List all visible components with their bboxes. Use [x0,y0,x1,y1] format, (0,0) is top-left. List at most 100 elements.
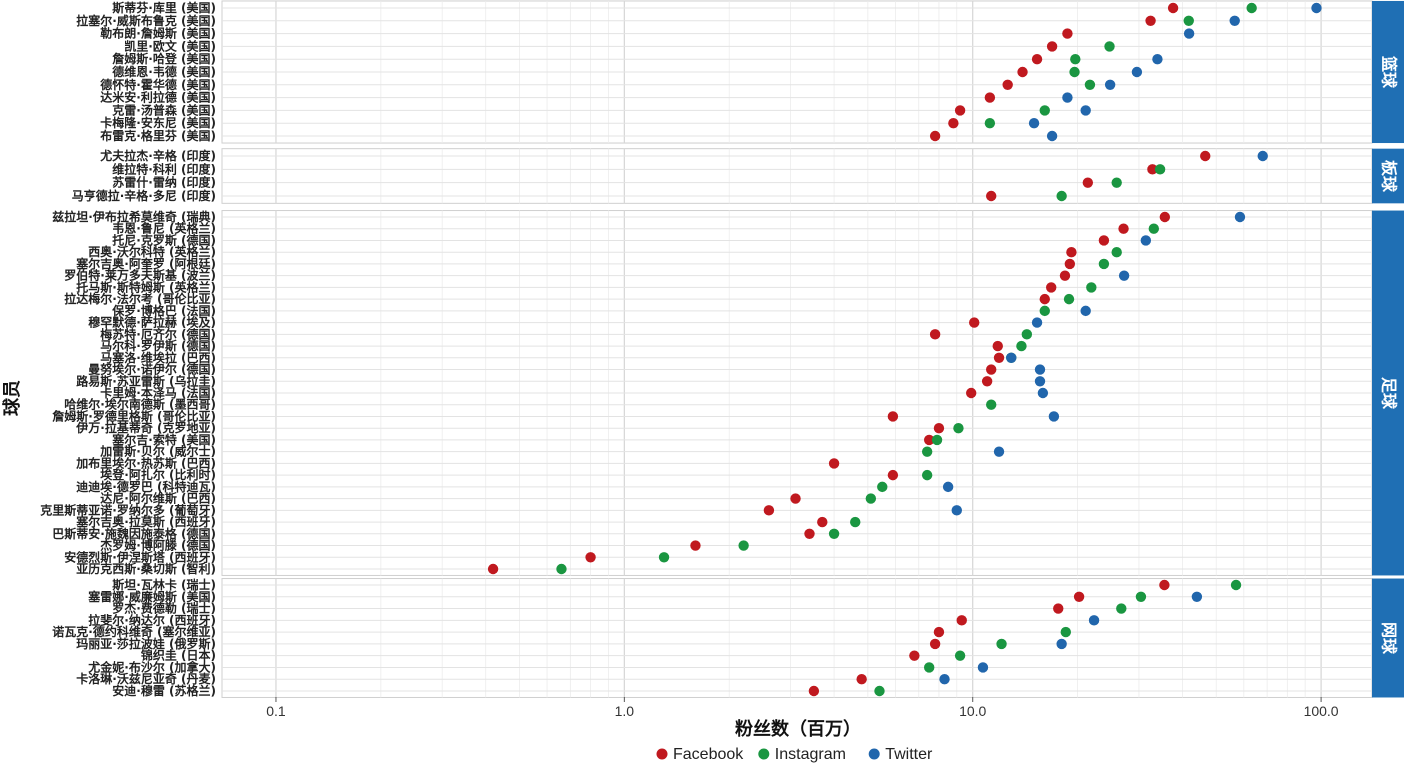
dot-twitter [1037,387,1049,399]
player-label: 卡梅隆·安东尼 (美国) [100,115,216,130]
dot-facebook [993,352,1005,363]
dot-facebook [1147,164,1158,175]
x-tick-label: 100.0 [1304,703,1339,719]
dot-instagram [996,638,1007,650]
dot-instagram [921,469,933,481]
legend-label-twitter: Twitter [885,746,933,763]
dot-twitter [1311,2,1322,14]
dot-facebook [1053,603,1064,614]
dot-instagram [1246,2,1257,14]
dot-facebook [856,674,867,685]
dot-twitter [1006,352,1017,363]
player-label: 卡洛琳·沃兹尼亚奇 (丹麦) [76,671,216,686]
dot-facebook [929,329,941,340]
dot-instagram [850,516,861,528]
dot-twitter [1034,364,1046,375]
player-label: 达米安·利拉德 (美国) [100,90,216,105]
dot-instagram [1098,258,1110,270]
dot-instagram [1070,54,1081,65]
dot-facebook [887,469,899,481]
legend-swatch-twitter [868,748,880,760]
facet-strip-label: 板球 [1380,160,1399,193]
dot-instagram [1104,41,1115,52]
dot-twitter [942,481,954,493]
dot-twitter [993,446,1005,457]
dot-facebook [690,540,701,551]
dot-facebook [828,458,840,469]
dot-instagram [1148,223,1160,234]
dot-instagram [865,493,877,504]
dot-facebook [1046,282,1057,293]
dot-facebook [1073,591,1085,602]
player-label: 马塞洛·维埃拉 (巴西) [100,350,216,365]
dot-twitter [951,505,962,516]
dot-instagram [1021,329,1033,340]
player-label: 拉达梅尔·法尔考 (哥伦比亚) [64,291,216,306]
dot-instagram [931,434,943,446]
dot-facebook [1082,177,1094,188]
player-label: 詹姆斯·哈登 (美国) [112,51,216,66]
player-label: 玛丽亚·莎拉波娃 (俄罗斯) [76,636,216,651]
player-label: 韦恩·鲁尼 (英格兰) [112,221,216,236]
player-label: 凯里·欧文 (美国) [124,38,216,53]
dot-twitter [1046,130,1058,142]
facet-strip-label: 网球 [1380,622,1399,655]
player-label: 克里斯蒂亚诺·罗纳尔多 (葡萄牙) [40,502,216,517]
dot-facebook [487,563,499,575]
legend-label-instagram: Instagram [775,746,846,763]
dot-instagram [1230,579,1242,591]
dot-instagram [1111,247,1122,258]
dot-instagram [1056,190,1067,202]
dot-instagram [556,563,567,575]
facet-strip [1372,0,1404,144]
facet-panel: 尤夫拉杰·辛格 (印度)维拉特·科利 (印度)苏雷什·雷纳 (印度)马亨德拉·辛… [72,148,1404,204]
player-label: 达尼·阿尔维斯 (巴西) [100,491,216,506]
dot-twitter [1048,411,1060,422]
player-label: 托马斯·斯特姆斯 (英格兰) [76,279,216,294]
x-axis-ticks: 0.1 1.0 10.0 100.0 [266,697,1339,719]
facet-strip-label: 篮球 [1380,55,1399,89]
dot-facebook [817,516,828,528]
x-tick-label: 10.0 [959,703,986,719]
dot-facebook [969,317,980,328]
dot-facebook [1118,223,1129,234]
dot-facebook [1159,211,1171,223]
dot-instagram [1039,305,1050,317]
dot-facebook [1064,258,1076,270]
dot-instagram [877,481,888,493]
facet-strip [1372,148,1404,204]
player-label: 路易斯·苏亚雷斯 (乌拉圭) [76,373,216,388]
facet-strip [1372,210,1404,576]
dot-instagram [1060,626,1071,638]
dot-facebook [1167,2,1179,14]
dot-facebook [1159,579,1170,591]
player-label: 塞尔吉奥·拉莫斯 (西班牙) [76,514,216,529]
dot-facebook [954,105,966,116]
dot-facebook [992,340,1003,352]
dot-twitter [977,662,989,673]
dot-twitter [1118,270,1130,281]
dot-facebook [956,615,967,626]
dot-twitter [1056,638,1067,650]
player-label: 马尔科·罗伊斯 (德国) [100,338,216,353]
dot-twitter [1152,54,1163,65]
dot-twitter [1034,376,1046,387]
dot-twitter [1183,28,1195,39]
facet-strip [1372,578,1404,698]
dot-twitter [1028,118,1040,129]
dot-twitter [1080,105,1091,116]
dot-instagram [1183,15,1194,26]
player-label: 锦织圭 (日本) [141,648,216,663]
player-label: 加雷斯·贝尔 (威尔士) [99,444,216,459]
player-label: 尤金妮·布沙尔 (加拿大) [88,659,216,674]
dot-facebook [1017,66,1028,78]
dot-twitter [939,674,950,685]
dot-instagram [1039,105,1050,116]
dot-facebook [929,638,941,650]
dot-twitter [1088,615,1100,626]
dot-facebook [1098,235,1110,246]
player-label: 梅苏特·厄齐尔 (德国) [100,326,216,341]
dot-twitter [1140,235,1152,246]
x-tick-label: 0.1 [266,703,286,719]
